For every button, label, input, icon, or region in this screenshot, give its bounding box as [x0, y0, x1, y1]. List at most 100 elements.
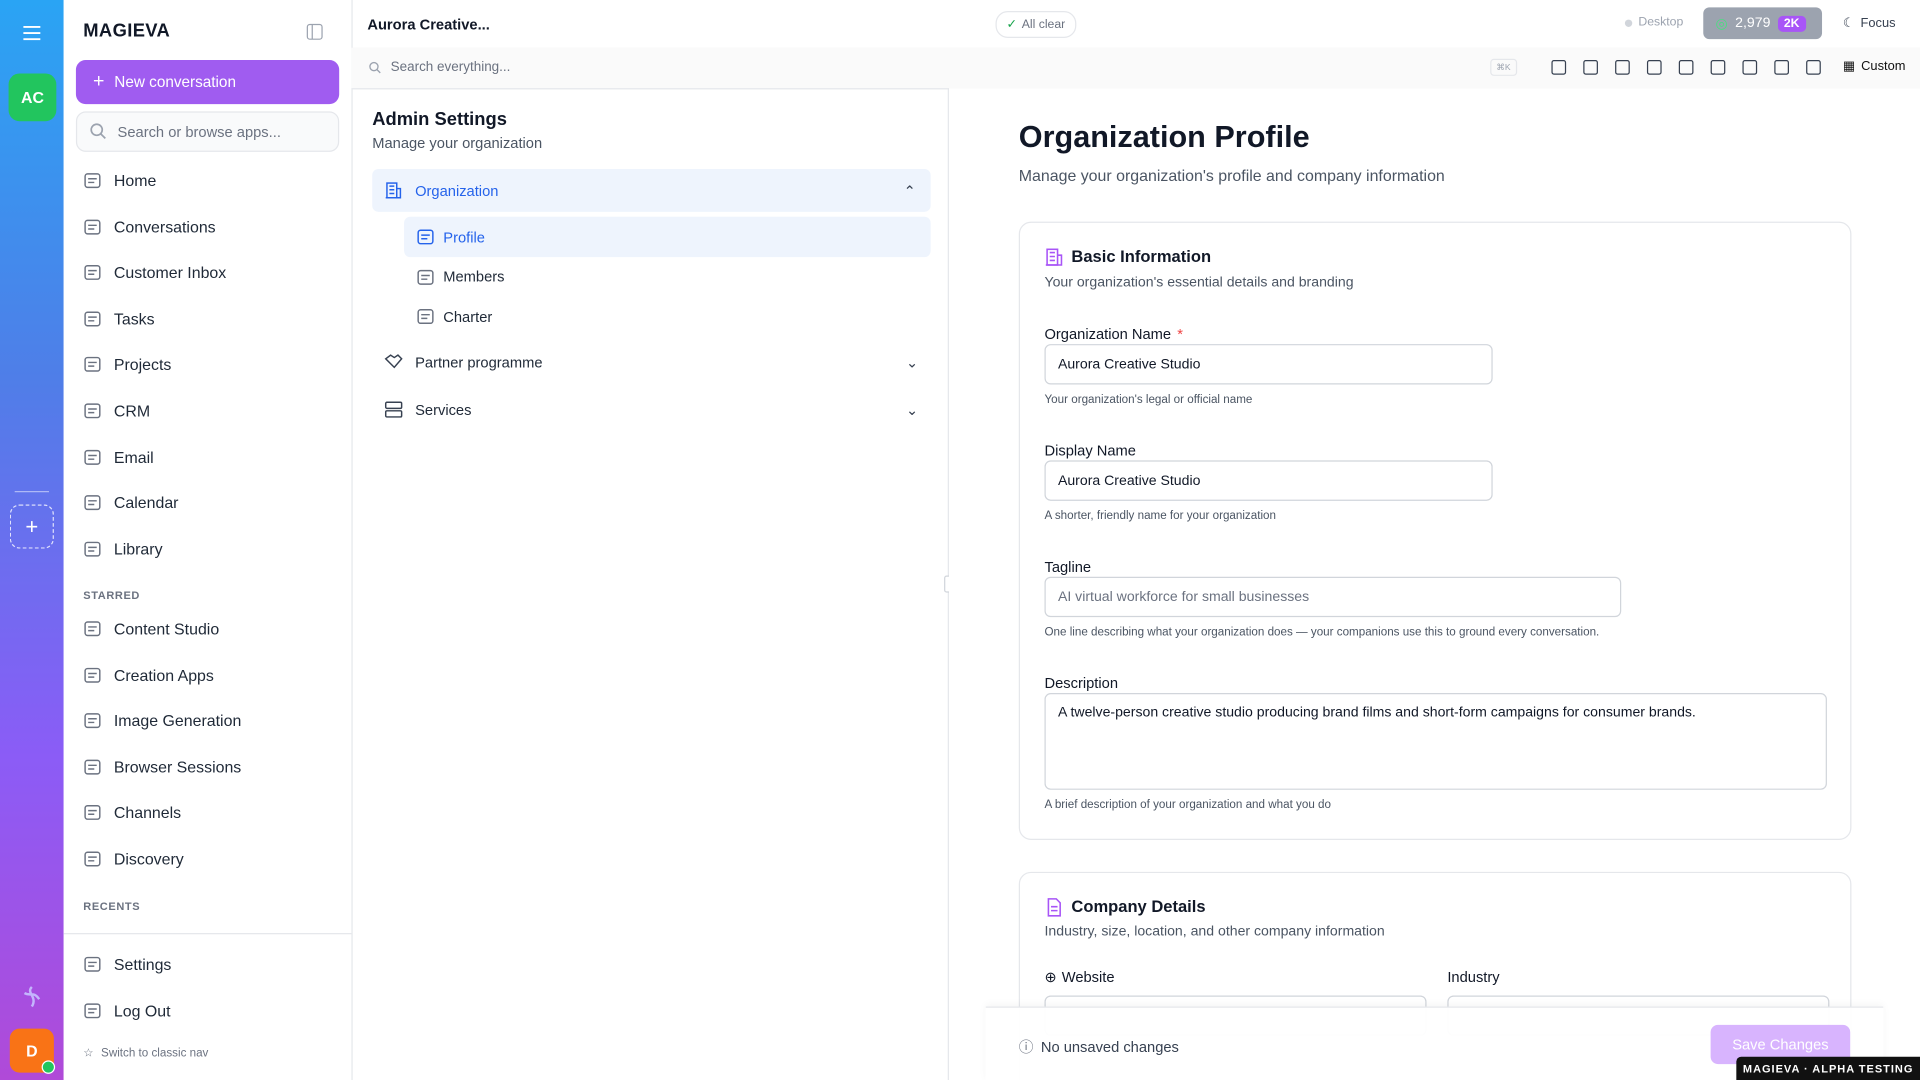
help-text: A brief description of your organization…: [1044, 798, 1331, 812]
icon: [84, 449, 101, 465]
nav-item[interactable]: Email: [83, 447, 154, 467]
nav-label: Channels: [113, 803, 182, 823]
collapse-button[interactable]: [306, 23, 323, 40]
section-label: STARRED: [83, 588, 141, 602]
nav-item[interactable]: Image Generation: [83, 712, 241, 730]
desktop-status[interactable]: Desktop: [1624, 15, 1684, 30]
credits-value: 2,979: [1735, 15, 1771, 31]
text-input[interactable]: Aurora Creative Studio: [1044, 460, 1493, 501]
icon: [84, 173, 101, 189]
nav-label: Image Generation: [113, 711, 242, 731]
app-search[interactable]: Search or browse apps...: [75, 111, 340, 152]
icon: [84, 759, 101, 775]
new-conversation-button[interactable]: + New conversation: [75, 60, 340, 105]
label-text: Website: [1061, 968, 1115, 986]
toolbar: [1551, 60, 1821, 75]
nav-label: CRM: [113, 401, 151, 420]
toolbar-button[interactable]: [1806, 60, 1821, 75]
nav-item[interactable]: Channels: [83, 804, 181, 822]
nav-label: Log Out: [113, 1001, 171, 1020]
add-workspace[interactable]: +: [9, 504, 54, 549]
toolbar-button[interactable]: [1615, 60, 1630, 75]
save-bar: ⓘ No unsaved changes Save Changes: [985, 1006, 1884, 1080]
nav-group-services[interactable]: Services ⌄: [384, 400, 918, 418]
section-label: RECENTS: [83, 900, 141, 913]
toolbar-button[interactable]: [1646, 60, 1662, 75]
nav-item[interactable]: Log Out: [83, 1001, 171, 1020]
top-bar: Aurora Creative... ✓ All clear Desktop ◎ 2…: [351, 0, 1920, 49]
toolbar-button[interactable]: [1742, 60, 1758, 75]
save-button[interactable]: Save Changes: [1710, 1024, 1851, 1065]
nav-item[interactable]: Creation Apps: [83, 666, 214, 684]
text-input[interactable]: A twelve-person creative studio producin…: [1044, 693, 1827, 790]
toolbar-button[interactable]: [1551, 60, 1567, 75]
desktop-label: Desktop: [1638, 15, 1684, 30]
credits-button[interactable]: ◎ 2,979 2K: [1703, 7, 1823, 40]
label-text: Display Name: [1044, 442, 1136, 460]
custom-layout[interactable]: ▦ Custom: [1842, 58, 1906, 74]
nav-group-organization[interactable]: Organization ⌃: [372, 168, 931, 212]
input-value: Aurora Creative Studio: [1057, 356, 1201, 372]
divider: [14, 491, 49, 493]
user-avatar[interactable]: D: [9, 1028, 54, 1073]
input-value: A twelve-person creative studio producin…: [1057, 705, 1696, 720]
nav-item[interactable]: Library: [83, 540, 163, 558]
icon: [84, 667, 101, 683]
icon: [84, 1002, 101, 1018]
icon: [84, 805, 101, 821]
nav-item[interactable]: Browser Sessions: [83, 758, 241, 776]
nav-item[interactable]: Customer Inbox: [83, 263, 226, 282]
nav-item[interactable]: Home: [83, 171, 156, 190]
page-title: Organization Profile: [1018, 120, 1310, 155]
nav-item[interactable]: Tasks: [83, 310, 155, 328]
nav-label: Profile: [443, 228, 485, 246]
nav-item[interactable]: Calendar: [83, 494, 178, 512]
icon: [84, 311, 101, 327]
field-label: Display Name: [1044, 442, 1135, 459]
nav-item[interactable]: Conversations: [83, 217, 216, 236]
toolbar-button[interactable]: [1774, 60, 1789, 75]
nav-label: Email: [113, 447, 154, 467]
field-label: ⊕ Website: [1044, 968, 1115, 986]
nav-item[interactable]: Projects: [83, 356, 171, 374]
alpha-badge: MAGIEVA · ALPHA TESTING: [1736, 1056, 1920, 1080]
menu-button[interactable]: [23, 25, 41, 41]
search-bar: Search everything... ⌘K ▦ Custom: [351, 47, 1920, 90]
icon: [417, 229, 434, 245]
group-label: Organization: [415, 181, 499, 199]
nav-label: Settings: [113, 955, 172, 974]
switch-nav[interactable]: ☆ Switch to classic nav: [83, 1046, 209, 1061]
nav-label: Browser Sessions: [113, 757, 242, 777]
nav-item[interactable]: Content Studio: [83, 620, 219, 638]
text-input[interactable]: Aurora Creative Studio: [1044, 344, 1493, 385]
nav-label: Conversations: [113, 217, 216, 236]
settings-nav: Admin Settings Manage your organization …: [351, 88, 954, 1080]
nav-subitem[interactable]: Charter: [404, 296, 931, 336]
nav-item[interactable]: CRM: [83, 402, 150, 420]
nav-item[interactable]: Discovery: [83, 850, 184, 868]
nav-subitem[interactable]: Profile: [404, 216, 931, 258]
label-text: Tagline: [1044, 558, 1092, 576]
nav-subitem[interactable]: Members: [404, 257, 931, 297]
help-text: One line describing what your organizati…: [1044, 625, 1600, 640]
label-text: Description: [1044, 674, 1118, 692]
text-input[interactable]: AI virtual workforce for small businesse…: [1044, 576, 1622, 618]
status-text: No unsaved changes: [1040, 1037, 1179, 1055]
nav-group-partner[interactable]: Partner programme ⌄: [384, 353, 918, 371]
icon: [84, 851, 101, 867]
search-icon: [369, 61, 381, 74]
search-placeholder[interactable]: Search everything...: [390, 60, 511, 75]
credits-badge: 2K: [1777, 15, 1806, 32]
toolbar-button[interactable]: [1710, 60, 1726, 75]
focus-button[interactable]: ☾ Focus: [1842, 15, 1896, 31]
app-rail: AC + D: [0, 0, 64, 1080]
toolbar-button[interactable]: [1583, 60, 1598, 75]
nav-label: Members: [443, 268, 505, 286]
nav-item[interactable]: Settings: [83, 955, 171, 973]
card-subtitle: Your organization's essential details an…: [1044, 275, 1354, 291]
conversation-title: Aurora Creative...: [367, 15, 490, 34]
toolbar-button[interactable]: [1678, 60, 1694, 75]
nav-label: Projects: [113, 355, 172, 374]
workspace-avatar[interactable]: AC: [8, 73, 57, 122]
